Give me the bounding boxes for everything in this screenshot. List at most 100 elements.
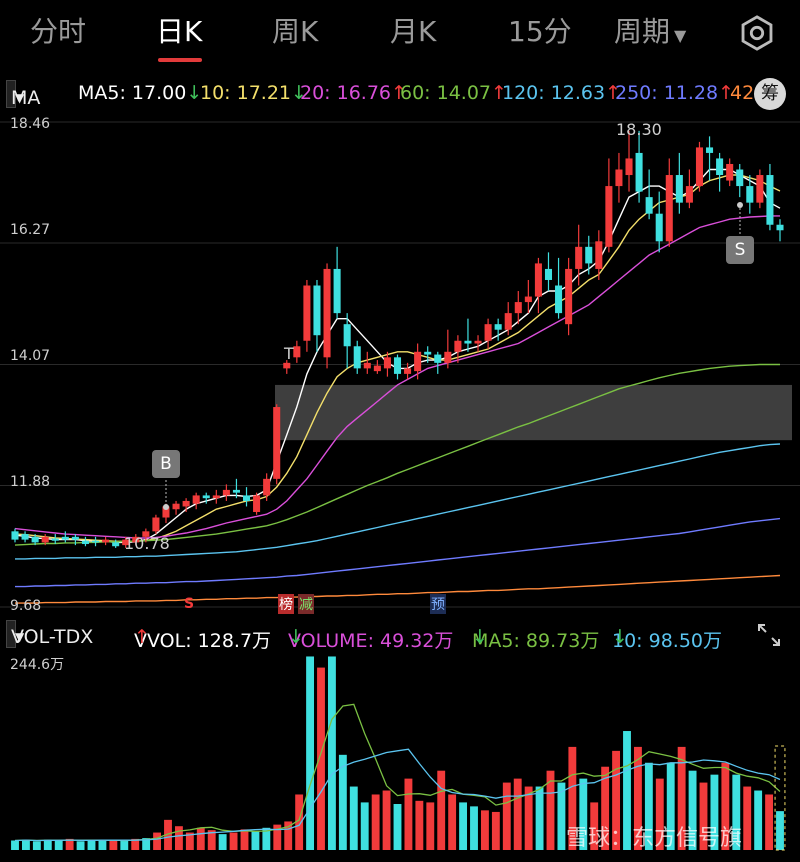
candle-body [494, 324, 502, 330]
candle-body [655, 213, 663, 242]
vol-ma10-text: 10: 98.50万 [612, 630, 723, 652]
candle-body [544, 268, 553, 280]
volume-arrow: ↓ [288, 626, 304, 648]
vvol-arrow: ↑ [134, 626, 150, 648]
tab-intraday[interactable]: 分时 [30, 15, 87, 48]
ma-selector-label: MA [11, 87, 41, 109]
volume-bar [382, 790, 391, 850]
candle-body [102, 539, 110, 543]
volume-bar [470, 806, 478, 850]
candle-body [31, 536, 39, 543]
gear-icon[interactable] [738, 14, 776, 52]
ma-item-arrow: ↑ [605, 82, 622, 104]
tab-weekly-k[interactable]: 周K [272, 15, 319, 48]
candle-body [736, 169, 744, 187]
sell-signal-badge[interactable]: S [726, 236, 754, 264]
high-price-label: 18.30 [616, 120, 662, 139]
chip-distribution-button[interactable]: 筹 [754, 78, 786, 110]
period-tabs: 分时 日K 周K 月K 15分 周期 ▼ [0, 0, 800, 64]
candle-body [51, 538, 59, 541]
volume-chart[interactable] [0, 650, 800, 862]
candle-body [514, 302, 522, 314]
volume-bar [502, 782, 511, 850]
support-band [275, 384, 792, 441]
event-marker-bang[interactable]: 榜 [278, 594, 294, 614]
vol-selector[interactable]: VOL-TDX ▼ [6, 620, 93, 648]
candle-body [41, 536, 49, 543]
volume-bar [415, 800, 424, 850]
candle-body [11, 531, 19, 540]
expand-icon[interactable] [756, 622, 782, 648]
ma-item-arrow: ↑ [718, 82, 735, 104]
ma5-value: MA5: 17.00↓ [78, 82, 202, 104]
chevron-down-icon: ▼ [674, 26, 687, 45]
tab-period[interactable]: 周期 ▼ [614, 12, 686, 52]
candle-body [71, 536, 79, 540]
ma-item-text: 10: 17.21 [200, 82, 292, 104]
ma-item-arrow: ↓ [291, 82, 307, 104]
volume-bar [131, 838, 140, 850]
volume-bar [710, 774, 719, 850]
volume-bar [11, 840, 19, 850]
volume-bar [535, 786, 544, 850]
volume-bar [196, 827, 205, 850]
ma250-line [15, 517, 781, 588]
volume-bar [317, 667, 325, 850]
ma-extra-value: 42 [730, 82, 754, 104]
volume-bar [174, 826, 183, 850]
volume-bar [109, 840, 118, 850]
volume-bar [601, 766, 610, 850]
volume-bar [295, 794, 304, 850]
volume-bar [164, 819, 172, 850]
volume-bar [590, 802, 599, 850]
candle-body [172, 503, 180, 510]
ma-item-text: 20: 16.76 [300, 82, 392, 104]
buy-signal-badge[interactable]: B [152, 450, 180, 478]
ma-item-text: 120: 12.63 [502, 82, 606, 104]
volume-bar [185, 832, 194, 850]
ma-item-arrow: ↑ [491, 82, 507, 104]
event-marker-s[interactable]: S [184, 596, 195, 612]
tab-monthly-k[interactable]: 月K [390, 15, 437, 48]
candle-body [253, 495, 261, 512]
candle-body [182, 500, 190, 507]
candle-body [534, 263, 542, 297]
kline-chart[interactable] [0, 112, 800, 617]
caret-down-icon: ▼ [15, 91, 25, 105]
price-axis-bottom: 9.68 [10, 598, 42, 614]
volume-bar [273, 824, 282, 850]
ma-item-text: 42 [730, 82, 755, 104]
candle-body [695, 147, 703, 187]
candle-body [504, 313, 512, 330]
ma_orange-line [15, 574, 781, 604]
ma-item-text: 250: 11.28 [615, 82, 719, 104]
volume-bar [229, 832, 238, 850]
volume-bar [513, 778, 522, 850]
candle-body [152, 517, 160, 532]
volume-bar [76, 841, 85, 850]
volume-bar [743, 786, 752, 850]
candle-body [232, 489, 240, 493]
volume-bar [776, 811, 784, 850]
ma-selector[interactable]: MA ▼ [6, 80, 40, 109]
volume-bar [393, 803, 402, 850]
ma-item-text: 60: 14.07 [400, 82, 492, 104]
candle-body [81, 540, 89, 545]
candle-body [263, 478, 271, 496]
candle-body [373, 365, 381, 372]
candle-body [464, 340, 472, 344]
candle-body [112, 542, 120, 547]
volume-bar [65, 838, 74, 850]
volume-bar [579, 778, 588, 850]
tab-daily-k[interactable]: 日K [156, 15, 203, 48]
t-marker: T [284, 344, 294, 363]
candle-body [474, 340, 482, 344]
event-marker-yu[interactable]: 预 [430, 594, 446, 614]
tab-15min[interactable]: 15分 [508, 15, 572, 48]
volume-bar [32, 841, 41, 850]
candle-body [424, 351, 432, 355]
candle-body [61, 536, 69, 540]
candle-body [122, 539, 130, 546]
event-marker-jian[interactable]: 减 [298, 594, 314, 614]
candle-body [575, 246, 583, 269]
